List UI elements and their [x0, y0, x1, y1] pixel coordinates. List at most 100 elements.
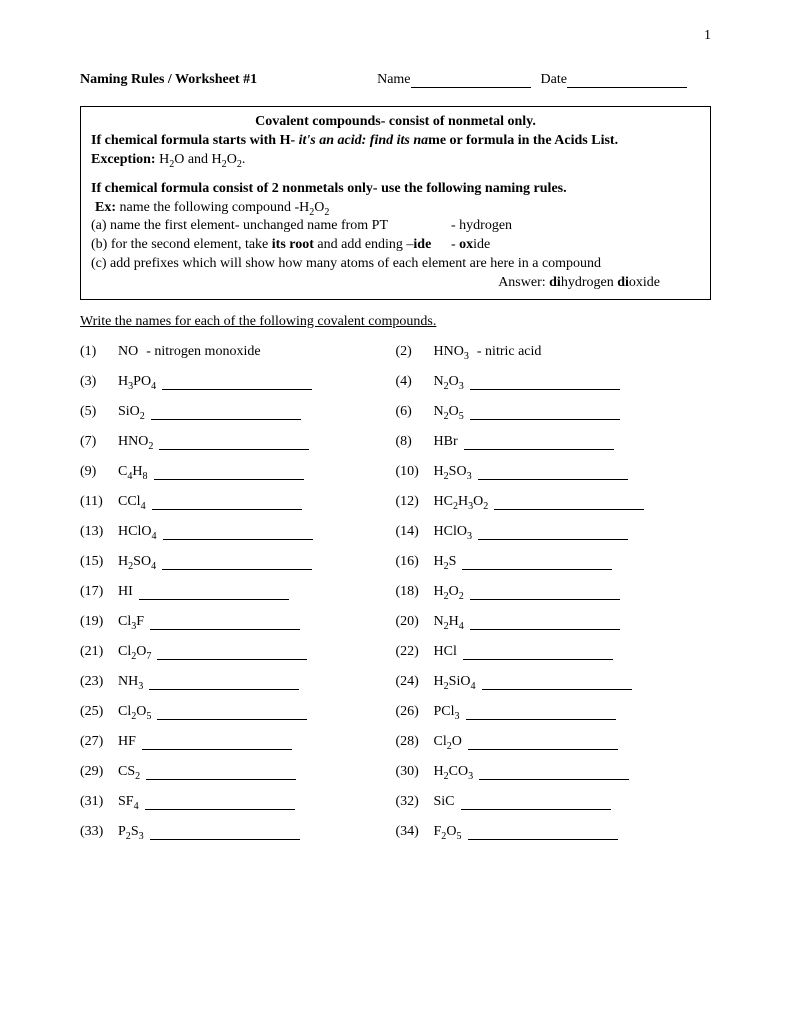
answer-blank[interactable]	[470, 405, 620, 420]
answer-blank[interactable]	[470, 375, 620, 390]
answer-blank[interactable]	[478, 525, 628, 540]
question-row: (33)P2S3(34)F2O5	[80, 824, 711, 840]
q-formula: PCl3	[434, 704, 460, 720]
q-number: (20)	[396, 614, 434, 630]
answer-blank[interactable]	[464, 435, 614, 450]
date-label: Date	[541, 72, 567, 88]
question-row: (9)C4H8(10)H2SO3	[80, 464, 711, 480]
date-blank[interactable]	[567, 72, 687, 88]
answer-blank[interactable]	[470, 615, 620, 630]
worksheet-title: Naming Rules / Worksheet #1	[80, 72, 257, 88]
answer-blank[interactable]	[478, 465, 628, 480]
answer-blank[interactable]	[149, 675, 299, 690]
answer-blank[interactable]	[139, 585, 289, 600]
q-number: (9)	[80, 464, 118, 480]
answer-blank[interactable]	[157, 705, 307, 720]
rule-b: (b) for the second element, take its roo…	[91, 236, 451, 255]
q-formula: Cl2O7	[118, 644, 151, 660]
q-number: (21)	[80, 644, 118, 660]
answer-blank[interactable]	[142, 735, 292, 750]
answer-blank[interactable]	[482, 675, 632, 690]
answer-blank[interactable]	[462, 555, 612, 570]
q-number: (19)	[80, 614, 118, 630]
answer-blank[interactable]	[150, 825, 300, 840]
q-number: (10)	[396, 464, 434, 480]
name-label: Name	[377, 72, 410, 88]
q-formula: H3PO4	[118, 374, 156, 390]
q-formula: HF	[118, 734, 136, 750]
rule-a: (a) name the first element- unchanged na…	[91, 217, 451, 236]
answer-blank[interactable]	[154, 465, 304, 480]
q-number: (13)	[80, 524, 118, 540]
rules-l2a: If chemical formula starts with H-	[91, 133, 299, 148]
q-number: (17)	[80, 584, 118, 600]
q-number: (29)	[80, 764, 118, 780]
answer-blank[interactable]	[163, 525, 313, 540]
q-number: (12)	[396, 494, 434, 510]
q-formula: P2S3	[118, 824, 144, 840]
q-number: (24)	[396, 674, 434, 690]
q-number: (34)	[396, 824, 434, 840]
q-formula: N2H4	[434, 614, 464, 630]
answer-blank[interactable]	[151, 405, 301, 420]
question-row: (23)NH3(24)H2SiO4	[80, 674, 711, 690]
rules-l2c: me or formula in the Acids List.	[428, 133, 618, 148]
q-formula: CCl4	[118, 494, 146, 510]
q-number: (23)	[80, 674, 118, 690]
answer-blank[interactable]	[162, 375, 312, 390]
q-formula: Cl2O5	[118, 704, 151, 720]
question-row: (3)H3PO4(4)N2O3	[80, 374, 711, 390]
answer-blank[interactable]	[466, 705, 616, 720]
q-formula: NO	[118, 344, 138, 360]
q-formula: HBr	[434, 434, 458, 450]
q-formula: H2O2	[434, 584, 464, 600]
answer-blank[interactable]	[468, 825, 618, 840]
q-formula: F2O5	[434, 824, 462, 840]
answer-blank[interactable]	[157, 645, 307, 660]
exception-text: H2O and H2O2.	[156, 152, 246, 167]
q-formula: CS2	[118, 764, 140, 780]
answer-blank[interactable]	[470, 585, 620, 600]
q-formula: H2S	[434, 554, 457, 570]
exception-label: Exception:	[91, 152, 156, 167]
question-list: (1)NO- nitrogen monoxide(2)HNO3- nitric …	[80, 344, 711, 840]
q-formula: H2SO4	[118, 554, 156, 570]
answer-blank[interactable]	[146, 765, 296, 780]
q-formula: NH3	[118, 674, 143, 690]
q-formula: HI	[118, 584, 133, 600]
answer-blank[interactable]	[152, 495, 302, 510]
answer-blank[interactable]	[463, 645, 613, 660]
q-formula: C4H8	[118, 464, 148, 480]
answer-blank[interactable]	[479, 765, 629, 780]
q-number: (32)	[396, 794, 434, 810]
q-number: (6)	[396, 404, 434, 420]
q-formula: HNO3	[434, 344, 469, 360]
q-answer: - nitrogen monoxide	[146, 344, 260, 360]
answer-blank[interactable]	[162, 555, 312, 570]
answer-blank[interactable]	[494, 495, 644, 510]
question-row: (13)HClO4(14)HClO3	[80, 524, 711, 540]
q-formula: HClO3	[434, 524, 473, 540]
question-row: (11)CCl4(12)HC2H3O2	[80, 494, 711, 510]
q-formula: HClO4	[118, 524, 157, 540]
q-number: (7)	[80, 434, 118, 450]
question-row: (17)HI (18)H2O2	[80, 584, 711, 600]
question-row: (27)HF(28)Cl2O	[80, 734, 711, 750]
q-number: (15)	[80, 554, 118, 570]
q-number: (1)	[80, 344, 118, 360]
answer-blank[interactable]	[468, 735, 618, 750]
answer-blank[interactable]	[461, 795, 611, 810]
answer-blank[interactable]	[159, 435, 309, 450]
q-number: (4)	[396, 374, 434, 390]
rules-line4: If chemical formula consist of 2 nonmeta…	[91, 181, 567, 196]
q-formula: N2O3	[434, 374, 464, 390]
question-row: (19)Cl3F (20)N2H4	[80, 614, 711, 630]
q-formula: Cl3F	[118, 614, 144, 630]
name-blank[interactable]	[411, 72, 531, 88]
q-number: (18)	[396, 584, 434, 600]
q-formula: HNO2	[118, 434, 153, 450]
answer-blank[interactable]	[145, 795, 295, 810]
ex-text: name the following compound -H2O2	[116, 200, 329, 215]
q-number: (22)	[396, 644, 434, 660]
answer-blank[interactable]	[150, 615, 300, 630]
